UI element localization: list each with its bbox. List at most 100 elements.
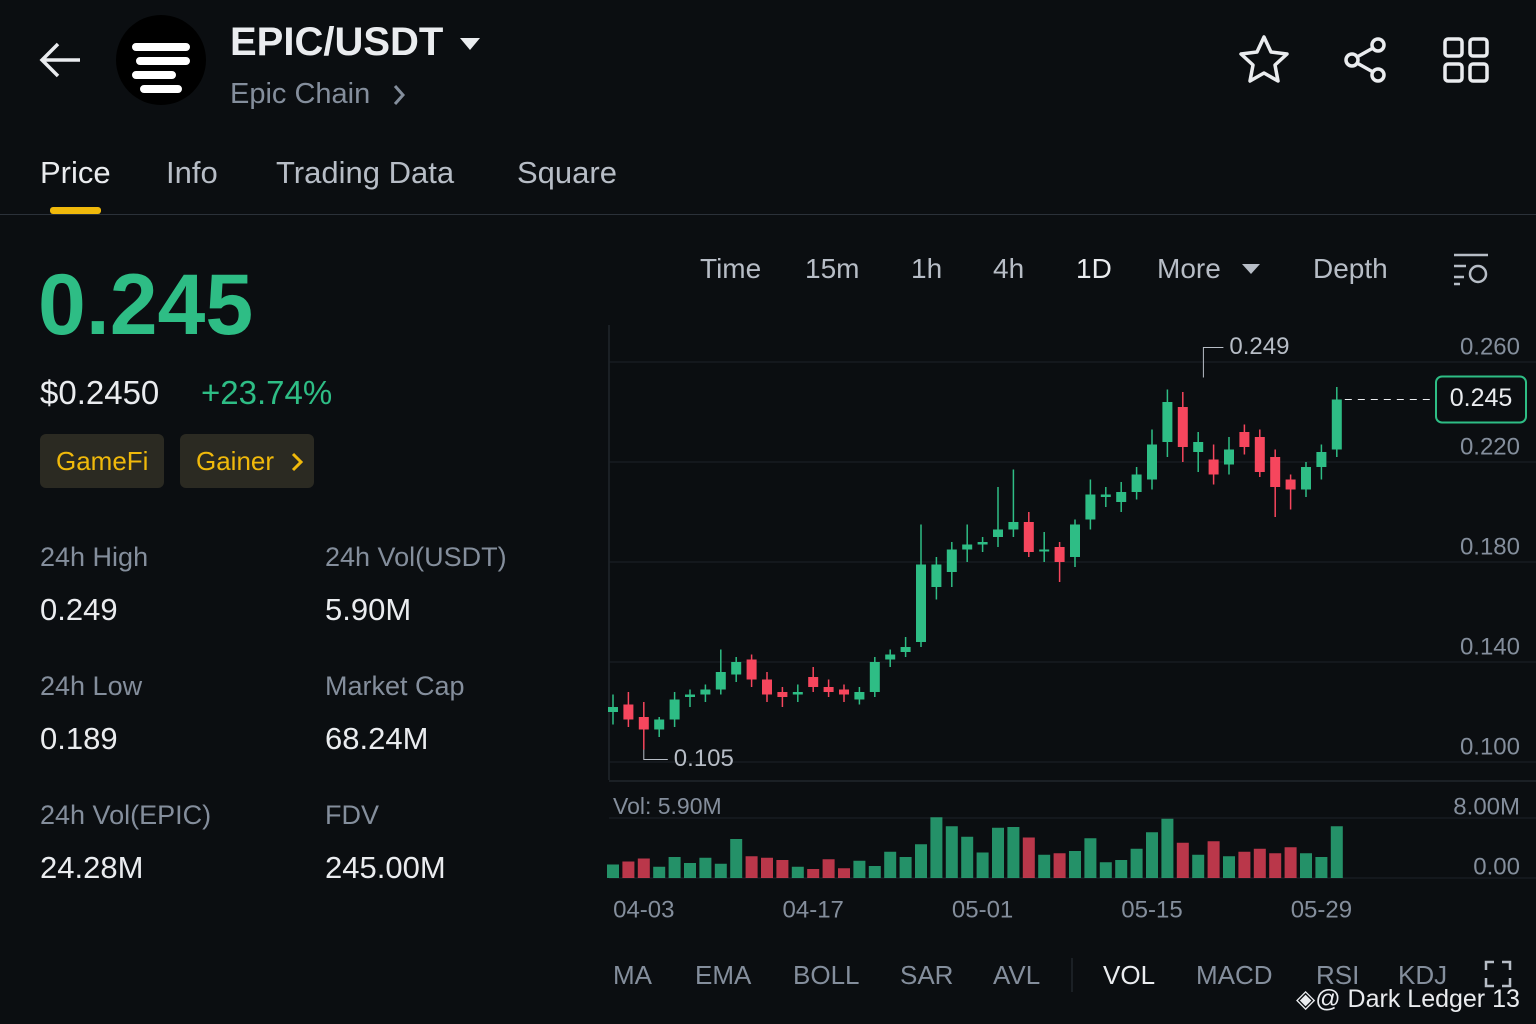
volume-bar bbox=[1269, 853, 1282, 878]
volume-bar bbox=[1207, 841, 1220, 878]
favorite-button[interactable] bbox=[1238, 34, 1290, 86]
volume-bar bbox=[1084, 838, 1097, 878]
x-tick-label: 04-17 bbox=[783, 896, 844, 923]
price-change: +23.74% bbox=[201, 374, 333, 411]
last-price-box bbox=[1435, 375, 1527, 424]
interval[interactable]: More bbox=[1157, 253, 1221, 284]
indicator[interactable]: EMA bbox=[695, 960, 752, 990]
candle-body bbox=[1316, 452, 1327, 467]
tag[interactable]: GameFi bbox=[40, 434, 165, 488]
candle-body bbox=[1070, 524, 1080, 557]
tag[interactable]: Gainer bbox=[180, 434, 315, 488]
x-tick-label: 05-15 bbox=[1121, 896, 1182, 923]
y-tick-label: 0.140 bbox=[1460, 633, 1520, 660]
candle-body bbox=[1177, 407, 1188, 447]
token-logo bbox=[116, 15, 206, 105]
volume-bar bbox=[668, 857, 681, 878]
interval[interactable]: Depth bbox=[1313, 253, 1388, 284]
tab[interactable]: Price bbox=[40, 155, 111, 190]
volume-bar bbox=[915, 844, 927, 878]
candle-body bbox=[839, 689, 849, 695]
y-tick-label: 0.00 bbox=[1473, 853, 1520, 880]
watermark: ◈@ Dark Ledger 13 bbox=[1296, 985, 1520, 1013]
volume-bar bbox=[1315, 857, 1328, 878]
volume-bar bbox=[1069, 851, 1081, 878]
share-button[interactable] bbox=[1342, 36, 1390, 84]
volume-bar bbox=[899, 857, 912, 878]
volume-bar bbox=[1099, 862, 1112, 878]
volume-bar bbox=[930, 817, 943, 878]
pair-subtitle[interactable]: Epic Chain bbox=[230, 78, 371, 110]
volume-bar bbox=[1022, 837, 1035, 878]
interval[interactable]: 15m bbox=[805, 253, 860, 284]
indicator[interactable]: RSI bbox=[1316, 960, 1360, 990]
volume-bar bbox=[1284, 847, 1297, 878]
stat-value: 5.90M bbox=[325, 592, 412, 627]
volume-bar bbox=[1053, 853, 1066, 878]
indicator[interactable]: BOLL bbox=[793, 960, 860, 990]
indicator[interactable]: MA bbox=[613, 960, 652, 990]
dropdown-icon[interactable] bbox=[458, 36, 482, 52]
interval[interactable]: 4h bbox=[993, 253, 1025, 284]
candle-body bbox=[623, 704, 634, 720]
interval[interactable]: 1D bbox=[1076, 253, 1112, 284]
candle-body bbox=[869, 662, 880, 692]
x-tick-label: 05-29 bbox=[1291, 896, 1352, 923]
candle-body bbox=[916, 564, 926, 642]
stat-label: 24h High bbox=[40, 542, 149, 572]
candle-body bbox=[777, 692, 788, 697]
indicator[interactable]: KDJ bbox=[1398, 960, 1448, 990]
candle-body bbox=[1023, 522, 1034, 552]
high-annotation: 0.249 bbox=[1229, 333, 1289, 360]
stat-value: 24.28M bbox=[40, 850, 144, 885]
volume-bar bbox=[1238, 851, 1251, 878]
candle-body bbox=[1193, 442, 1204, 452]
candle-body bbox=[885, 654, 896, 660]
interval[interactable]: 1h bbox=[911, 253, 943, 284]
candle-body bbox=[1116, 492, 1127, 502]
fullscreen-button[interactable] bbox=[1484, 960, 1512, 988]
indicator[interactable]: SAR bbox=[900, 960, 954, 990]
indicator[interactable]: MACD bbox=[1196, 960, 1273, 990]
candle-body bbox=[685, 694, 695, 697]
tab[interactable]: Info bbox=[166, 155, 218, 190]
y-tick-label: 0.100 bbox=[1460, 733, 1520, 760]
tab[interactable]: Square bbox=[517, 155, 617, 190]
volume-bar bbox=[976, 852, 989, 878]
active-tab-indicator bbox=[50, 207, 101, 214]
pair-title[interactable]: EPIC/USDT bbox=[230, 20, 444, 64]
volume-bar bbox=[1223, 856, 1235, 878]
stat-label: FDV bbox=[325, 800, 379, 830]
interval[interactable]: Time bbox=[700, 253, 762, 284]
stat-value: 0.189 bbox=[40, 721, 118, 756]
volume-title: Vol: 5.90M bbox=[613, 793, 722, 819]
volume-bar bbox=[745, 856, 758, 878]
volume-bar bbox=[853, 860, 866, 878]
x-tick-label: 05-01 bbox=[952, 896, 1013, 923]
chart-settings-button[interactable] bbox=[1452, 252, 1490, 286]
candle-body bbox=[1224, 449, 1234, 465]
candle-body bbox=[962, 544, 973, 550]
watermark-text: @ Dark Ledger 13 bbox=[1315, 985, 1520, 1013]
stat-value: 68.24M bbox=[325, 721, 429, 756]
candle-body bbox=[669, 699, 680, 720]
candle-body bbox=[977, 542, 988, 545]
grid-menu-button[interactable] bbox=[1442, 36, 1492, 84]
candle-body bbox=[1054, 547, 1065, 562]
candle-body bbox=[900, 647, 911, 652]
indicator[interactable]: AVL bbox=[993, 960, 1041, 990]
back-button[interactable] bbox=[36, 40, 84, 80]
volume-bar bbox=[822, 859, 835, 878]
indicator[interactable]: VOL bbox=[1103, 960, 1156, 990]
candle-body bbox=[808, 677, 819, 687]
volume-bar bbox=[1300, 853, 1312, 878]
last-price: 0.245 bbox=[38, 257, 254, 353]
low-annotation: 0.105 bbox=[674, 745, 734, 772]
volume-bar bbox=[1176, 842, 1189, 878]
tab[interactable]: Trading Data bbox=[276, 155, 455, 190]
volume-bar bbox=[684, 863, 696, 878]
annotation-line bbox=[1202, 347, 1224, 378]
volume-bar bbox=[699, 857, 712, 878]
volume-bar bbox=[992, 827, 1004, 878]
